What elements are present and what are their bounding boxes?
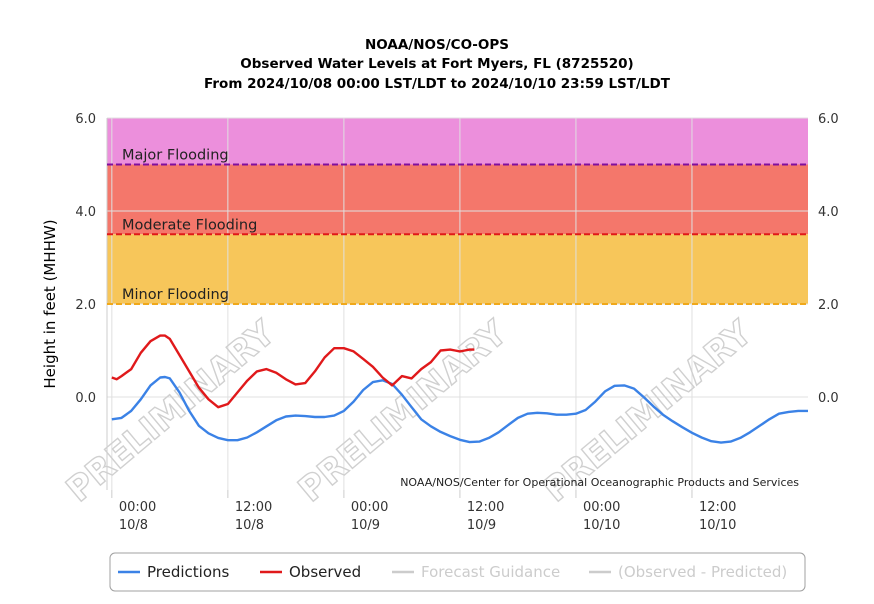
band-label-major-flooding: Major Flooding xyxy=(122,148,229,164)
x-tick-date: 10/8 xyxy=(235,518,264,533)
chart-title-line-2: Observed Water Levels at Fort Myers, FL … xyxy=(240,56,633,72)
band-label-minor-flooding: Minor Flooding xyxy=(122,287,229,303)
legend-item-observed-predicted[interactable]: (Observed - Predicted) xyxy=(618,563,787,581)
series-line-predictions xyxy=(111,375,808,444)
y-tick-label-left: 4.0 xyxy=(75,205,96,220)
x-tick-time: 00:00 xyxy=(119,500,156,515)
x-tick-date: 10/9 xyxy=(467,518,496,533)
y-tick-label-right: 4.0 xyxy=(818,205,839,220)
flood-bands xyxy=(107,118,808,304)
x-tick-time: 12:00 xyxy=(235,500,272,515)
y-tick-label-left: 6.0 xyxy=(75,112,96,127)
series-line-observed xyxy=(111,334,475,409)
x-tick-date: 10/10 xyxy=(583,518,620,533)
legend: Predictions Observed Forecast Guidance (Obs… xyxy=(109,552,806,592)
x-tick-time: 12:00 xyxy=(467,500,504,515)
y-tick-label-left: 0.0 xyxy=(75,391,96,406)
legend-box xyxy=(109,552,806,592)
band-moderate-flooding xyxy=(107,164,808,235)
x-tick-labels: 00:00 10/8 12:00 10/8 00:00 10/9 12:00 10/9 00:0… xyxy=(111,490,736,533)
band-major-flooding xyxy=(107,118,808,165)
x-tick-time: 00:00 xyxy=(583,500,620,515)
y-tick-label-right: 0.0 xyxy=(818,391,839,406)
x-tick-time: 12:00 xyxy=(699,500,736,515)
y-tick-label-right: 6.0 xyxy=(818,112,839,127)
chart-title-line-1: NOAA/NOS/CO-OPS xyxy=(365,37,509,53)
gridlines: Major Flooding Moderate Flooding Minor Flo… xyxy=(106,117,808,490)
series-lines xyxy=(111,334,808,444)
legend-item-forecast-guidance[interactable]: Forecast Guidance xyxy=(421,563,560,581)
x-tick-date: 10/8 xyxy=(119,518,148,533)
legend-item-observed[interactable]: Observed xyxy=(289,563,361,581)
x-tick-time: 00:00 xyxy=(351,500,388,515)
y-tick-label-right: 2.0 xyxy=(818,298,839,313)
x-tick-date: 10/10 xyxy=(699,518,736,533)
band-label-moderate-flooding: Moderate Flooding xyxy=(122,217,257,233)
chart-title-line-3: From 2024/10/08 00:00 LST/LDT to 2024/10… xyxy=(204,76,671,92)
x-tick-date: 10/9 xyxy=(351,518,380,533)
source-credit: NOAA/NOS/Center for Operational Oceanogr… xyxy=(400,476,799,489)
y-tick-labels: 6.0 6.0 4.0 4.0 2.0 2.0 0.0 0.0 xyxy=(75,112,838,406)
y-axis-label: Height in feet (MHHW) xyxy=(41,219,59,388)
legend-item-predictions[interactable]: Predictions xyxy=(147,563,230,581)
y-tick-label-left: 2.0 xyxy=(75,298,96,313)
band-minor-flooding xyxy=(107,234,808,304)
